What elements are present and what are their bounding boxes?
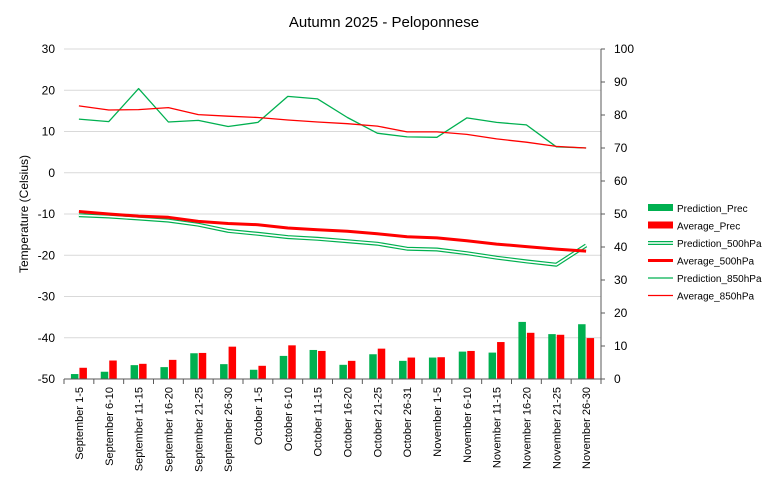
- legend-label-average-prec: Average_Prec: [677, 222, 740, 233]
- y-tick-label-right: 60: [614, 174, 628, 188]
- chart-title: Autumn 2025 - Peloponnese: [289, 14, 479, 31]
- legend-label-average-850hpa: Average_850hPa: [677, 292, 755, 303]
- x-tick-label: October 6-10: [283, 387, 295, 451]
- bar-average-prec: [198, 352, 207, 379]
- x-tick-label: October 21-25: [372, 387, 384, 457]
- x-tick-label: November 16-20: [521, 387, 533, 469]
- x-tick-label: November 6-10: [462, 387, 474, 463]
- bar-prediction-prec: [249, 369, 258, 379]
- bar-prediction-prec: [488, 352, 497, 379]
- y-tick-label-right: 80: [614, 108, 628, 122]
- y-tick-label-left: -40: [38, 331, 56, 345]
- x-tick-label: October 26-31: [402, 387, 414, 457]
- legend-label-average-500hpa: Average_500hPa: [677, 257, 755, 268]
- legend-label-prediction-prec: Prediction_Prec: [677, 204, 748, 215]
- y-tick-label-left: -10: [38, 207, 56, 221]
- gridlines: [64, 48, 601, 339]
- bar-average-prec: [228, 346, 237, 379]
- bar-prediction-prec: [518, 321, 526, 379]
- line-average-850hpa: [78, 105, 587, 149]
- bar-average-prec: [467, 350, 475, 379]
- bar-average-prec: [168, 359, 177, 379]
- y-tick-label-right: 30: [614, 273, 628, 287]
- y-tick-label-left: 10: [42, 125, 56, 139]
- bar-prediction-prec: [369, 354, 377, 379]
- bars: [70, 321, 595, 379]
- bar-average-prec: [347, 360, 356, 379]
- x-tick-label: October 16-20: [342, 387, 354, 457]
- y-tick-label-right: 40: [614, 240, 628, 254]
- x-tick-label: November 21-25: [551, 387, 563, 469]
- y-tick-label-right: 20: [614, 306, 628, 320]
- bar-prediction-prec: [160, 367, 168, 379]
- x-tick-label: September 26-30: [223, 387, 235, 472]
- bar-prediction-prec: [70, 374, 79, 379]
- bar-average-prec: [377, 348, 386, 379]
- bar-average-prec: [258, 365, 266, 379]
- bar-prediction-prec: [578, 324, 586, 379]
- y-tick-label-right: 90: [614, 75, 628, 89]
- y-tick-label-left: -50: [38, 372, 56, 386]
- y-tick-label-right: 70: [614, 141, 628, 155]
- y-tick-label-right: 50: [614, 207, 628, 221]
- y-tick-label-right: 100: [614, 42, 634, 56]
- line-average-500hpa: [78, 210, 587, 253]
- x-tick-label: September 16-20: [163, 387, 175, 472]
- bar-average-prec: [437, 357, 445, 379]
- bar-average-prec: [109, 360, 117, 379]
- x-tick-label: September 6-10: [104, 387, 116, 466]
- y-tick-label-left: 0: [48, 166, 55, 180]
- x-tick-label: September 1-5: [74, 387, 86, 460]
- x-tick-label: September 21-25: [193, 387, 205, 472]
- legend: Prediction_Prec Average_Prec Prediction_50…: [648, 204, 762, 303]
- bar-average-prec: [526, 332, 535, 379]
- bar-prediction-prec: [190, 353, 198, 379]
- bar-prediction-prec: [458, 351, 467, 379]
- bar-prediction-prec: [548, 334, 556, 379]
- y-axis-title: Temperature (Celsius): [17, 155, 31, 273]
- bar-prediction-prec: [339, 364, 347, 379]
- legend-label-prediction-500hpa: Prediction_500hPa: [677, 239, 762, 250]
- line-prediction-850hpa: [78, 87, 587, 149]
- bar-average-prec: [497, 342, 505, 379]
- bar-average-prec: [407, 357, 416, 379]
- bar-average-prec: [79, 367, 87, 379]
- y-tick-label-left: 20: [42, 83, 56, 97]
- tick-labels: 3020100-10-20-30-40-50100908070605040302…: [38, 42, 635, 472]
- bar-prediction-prec: [428, 357, 437, 379]
- axes: [63, 48, 605, 384]
- bar-average-prec: [318, 350, 326, 379]
- line-prediction-500hpa-inner: [78, 214, 587, 266]
- y-tick-label-right: 0: [614, 372, 621, 386]
- x-tick-label: November 1-5: [432, 387, 444, 457]
- legend-label-prediction-850hpa: Prediction_850hPa: [677, 274, 762, 285]
- bar-average-prec: [139, 363, 147, 379]
- bar-prediction-prec: [100, 371, 109, 379]
- x-tick-label: October 1-5: [253, 387, 265, 445]
- bar-average-prec: [556, 334, 565, 379]
- bar-prediction-prec: [220, 364, 228, 379]
- bar-average-prec: [586, 338, 595, 379]
- bar-average-prec: [288, 345, 296, 379]
- legend-swatch-prediction-prec: [648, 204, 673, 211]
- series-lines: [78, 87, 588, 267]
- y-tick-label-right: 10: [614, 339, 628, 353]
- y-tick-label-left: 30: [42, 42, 56, 56]
- x-tick-label: September 11-15: [134, 387, 146, 471]
- x-tick-label: October 11-15: [313, 387, 325, 457]
- bar-prediction-prec: [309, 349, 318, 379]
- x-tick-label: November 11-15: [492, 387, 504, 468]
- bar-prediction-prec: [130, 365, 139, 379]
- y-tick-label-left: -20: [38, 248, 56, 262]
- bar-prediction-prec: [399, 360, 407, 379]
- legend-swatch-average-prec: [648, 221, 673, 229]
- y-tick-label-left: -30: [38, 290, 56, 304]
- x-tick-label: November 26-30: [581, 387, 593, 469]
- bar-prediction-prec: [279, 355, 288, 379]
